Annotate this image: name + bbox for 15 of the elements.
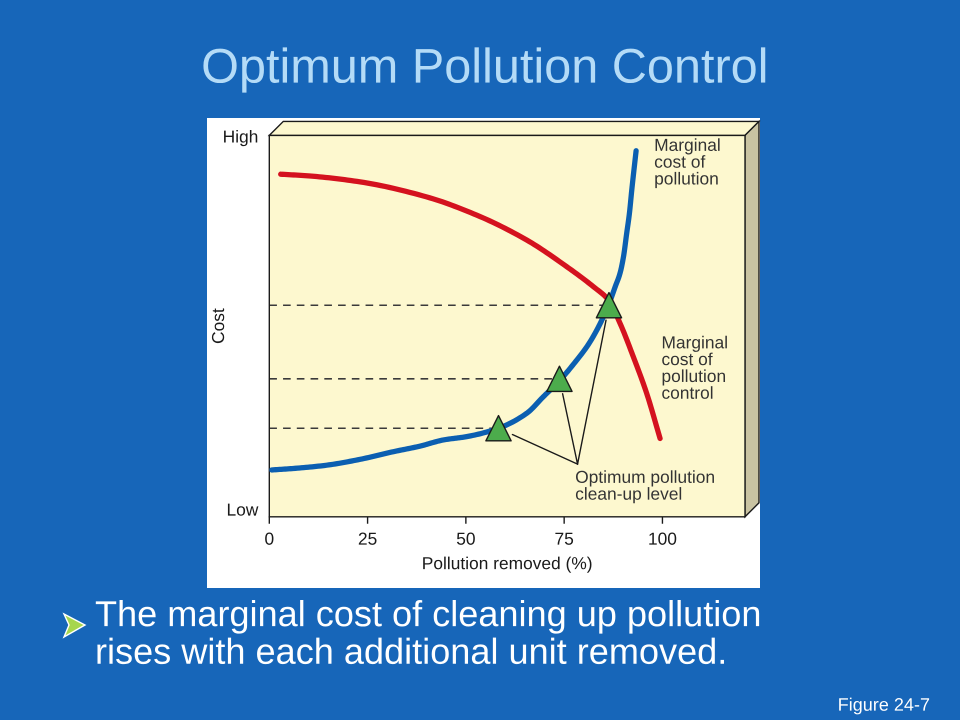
text: High — [224, 130, 258, 146]
annotation: Optimum pollution clean-up level — [576, 470, 714, 504]
x-tick-label: 25 — [358, 532, 377, 545]
x-tick-label: 50 — [456, 532, 475, 545]
x-axis-title: Pollution removed (%) — [423, 556, 592, 573]
caption: Figure 24-7 — [839, 698, 930, 714]
x-tick-label: 100 — [649, 532, 676, 545]
x-tick-label: 75 — [555, 532, 574, 545]
text: The marginal cost of cleaning up pollution rises with each additional unit removed. — [96, 600, 760, 664]
series-label: Marginal cost of pollution — [654, 138, 720, 188]
text: Low — [228, 504, 258, 516]
x-tick-label: 0 — [265, 532, 274, 545]
chart-title: Optimum Pollution Control — [203, 47, 766, 93]
y-axis-title: Cost — [212, 308, 224, 344]
series-label: Marginal cost of pollution control — [662, 336, 727, 399]
